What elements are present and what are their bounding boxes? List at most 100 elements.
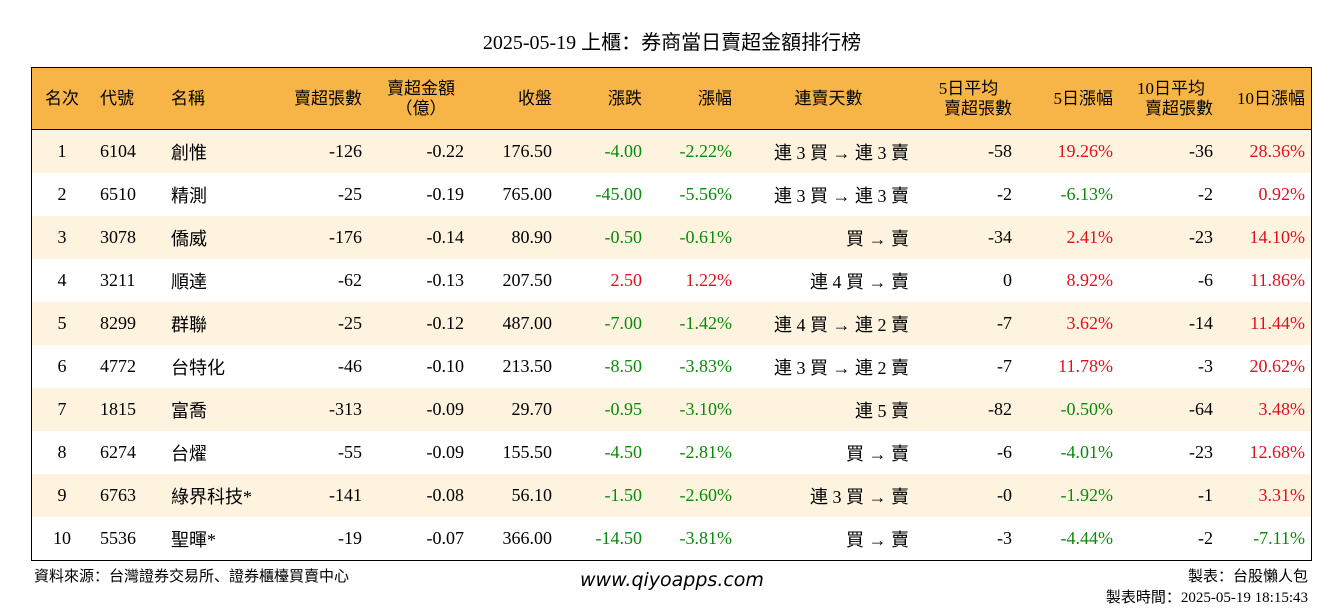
cell-change: -14.50: [560, 517, 650, 560]
cell-name: 聖暉*: [163, 517, 272, 560]
page-title: 2025-05-19 上櫃：券商當日賣超金額排行榜: [482, 32, 862, 54]
cell-sell-amount: -0.13: [370, 259, 472, 302]
col-header-avg10: 10日平均 賣超張數: [1121, 68, 1221, 130]
cell-close: 366.00: [472, 517, 560, 560]
cell-change-pct: 1.22%: [650, 259, 740, 302]
cell-sell-lots: -55: [272, 431, 370, 474]
cell-code: 1815: [92, 388, 163, 431]
cell-avg5: -3: [917, 517, 1020, 560]
cell-avg5: 0: [917, 259, 1020, 302]
cell-chg10: 28.36%: [1221, 129, 1311, 173]
cell-avg10: -3: [1121, 345, 1221, 388]
cell-sell-lots: -141: [272, 474, 370, 517]
cell-avg5: -7: [917, 345, 1020, 388]
cell-rank: 9: [32, 474, 92, 517]
cell-avg5: -82: [917, 388, 1020, 431]
cell-avg10: -23: [1121, 431, 1221, 474]
cell-close: 487.00: [472, 302, 560, 345]
cell-streak: 連 4 買 → 連 2 賣: [740, 302, 917, 345]
col-header-change-pct: 漲幅: [650, 68, 740, 130]
cell-code: 8299: [92, 302, 163, 345]
table-row: 8 6274 台燿 -55 -0.09 155.50 -4.50 -2.81% 買 → 賣 -6-…: [32, 431, 1311, 474]
table-row: 1 6104 創惟 -126 -0.22 176.50 -4.00 -2.22% 連 3 買 →…: [32, 129, 1311, 173]
cell-avg10: -36: [1121, 129, 1221, 173]
cell-change: -1.50: [560, 474, 650, 517]
cell-close: 765.00: [472, 173, 560, 216]
cell-avg10: -14: [1121, 302, 1221, 345]
cell-rank: 8: [32, 431, 92, 474]
cell-code: 5536: [92, 517, 163, 560]
col-header-rank: 名次: [32, 68, 92, 130]
cell-sell-amount: -0.22: [370, 129, 472, 173]
col-header-code: 代號: [92, 68, 163, 130]
cell-avg10: -2: [1121, 517, 1221, 560]
cell-change: -0.50: [560, 216, 650, 259]
website-link[interactable]: www.qiyoapps.com: [580, 569, 764, 591]
cell-change-pct: -5.56%: [650, 173, 740, 216]
cell-streak: 連 3 買 → 連 3 賣: [740, 129, 917, 173]
cell-change-pct: -2.81%: [650, 431, 740, 474]
cell-change-pct: -3.81%: [650, 517, 740, 560]
cell-avg5: -2: [917, 173, 1020, 216]
cell-chg10: 20.62%: [1221, 345, 1311, 388]
cell-name: 綠界科技*: [163, 474, 272, 517]
cell-change-pct: -3.10%: [650, 388, 740, 431]
cell-streak: 連 3 買 → 連 3 賣: [740, 173, 917, 216]
cell-streak: 連 4 買 → 賣: [740, 259, 917, 302]
cell-change: -45.00: [560, 173, 650, 216]
cell-name: 僑威: [163, 216, 272, 259]
col-header-sell-amount: 賣超金額 （億）: [370, 68, 472, 130]
col-header-chg10: 10日漲幅: [1221, 68, 1311, 130]
cell-chg5: -1.92%: [1020, 474, 1121, 517]
cell-rank: 10: [32, 517, 92, 560]
cell-chg10: 12.68%: [1221, 431, 1311, 474]
cell-chg5: 19.26%: [1020, 129, 1121, 173]
cell-sell-lots: -313: [272, 388, 370, 431]
cell-avg10: -23: [1121, 216, 1221, 259]
footer-meta: 製表：台股懶人包 製表時間：2025-05-19 18:15:43: [1106, 567, 1308, 609]
cell-close: 29.70: [472, 388, 560, 431]
cell-chg5: 3.62%: [1020, 302, 1121, 345]
cell-change-pct: -0.61%: [650, 216, 740, 259]
table-row: 7 1815 富喬 -313 -0.09 29.70 -0.95 -3.10% 連 5 賣 -82…: [32, 388, 1311, 431]
cell-code: 6274: [92, 431, 163, 474]
cell-change: -4.00: [560, 129, 650, 173]
cell-avg5: -34: [917, 216, 1020, 259]
table-header-row: 名次 代號 名稱 賣超張數 賣超金額 （億） 收盤 漲跌 漲幅 連賣天數 5日平…: [32, 68, 1311, 130]
col-header-sell-amount-line1: 賣超金額: [387, 78, 455, 98]
cell-close: 56.10: [472, 474, 560, 517]
cell-code: 4772: [92, 345, 163, 388]
made-time: 製表時間：2025-05-19 18:15:43: [1105, 590, 1308, 606]
cell-chg10: 3.48%: [1221, 388, 1311, 431]
cell-streak: 買 → 賣: [740, 431, 917, 474]
cell-change: -0.95: [560, 388, 650, 431]
cell-chg10: 3.31%: [1221, 474, 1311, 517]
cell-sell-amount: -0.12: [370, 302, 472, 345]
table-row: 10 5536 聖暉* -19 -0.07 366.00 -14.50 -3.81% 買 → 賣…: [32, 517, 1311, 560]
cell-close: 207.50: [472, 259, 560, 302]
cell-rank: 3: [32, 216, 92, 259]
col-header-avg5: 5日平均 賣超張數: [917, 68, 1020, 130]
cell-sell-lots: -25: [272, 302, 370, 345]
cell-chg5: -0.50%: [1020, 388, 1121, 431]
col-header-avg10-line2: 賣超張數: [1145, 98, 1213, 118]
cell-close: 213.50: [472, 345, 560, 388]
cell-rank: 5: [32, 302, 92, 345]
col-header-sell-amount-line2: （億）: [395, 98, 447, 118]
cell-sell-lots: -25: [272, 173, 370, 216]
table-row: 6 4772 台特化 -46 -0.10 213.50 -8.50 -3.83% 連 3 買 →…: [32, 345, 1311, 388]
cell-chg10: 0.92%: [1221, 173, 1311, 216]
cell-name: 創惟: [163, 129, 272, 173]
cell-sell-lots: -176: [272, 216, 370, 259]
cell-change: -7.00: [560, 302, 650, 345]
table-row: 9 6763 綠界科技* -141 -0.08 56.10 -1.50 -2.60% 連 3 買…: [32, 474, 1311, 517]
cell-chg5: 2.41%: [1020, 216, 1121, 259]
table-row: 3 3078 僑威 -176 -0.14 80.90 -0.50 -0.61% 買 → 賣 -34…: [32, 216, 1311, 259]
ranking-table: 名次 代號 名稱 賣超張數 賣超金額 （億） 收盤 漲跌 漲幅 連賣天數 5日平…: [31, 67, 1312, 561]
cell-change: 2.50: [560, 259, 650, 302]
cell-close: 155.50: [472, 431, 560, 474]
cell-avg5: -0: [917, 474, 1020, 517]
cell-sell-lots: -46: [272, 345, 370, 388]
cell-streak: 連 3 買 → 連 2 賣: [740, 345, 917, 388]
cell-name: 台特化: [163, 345, 272, 388]
